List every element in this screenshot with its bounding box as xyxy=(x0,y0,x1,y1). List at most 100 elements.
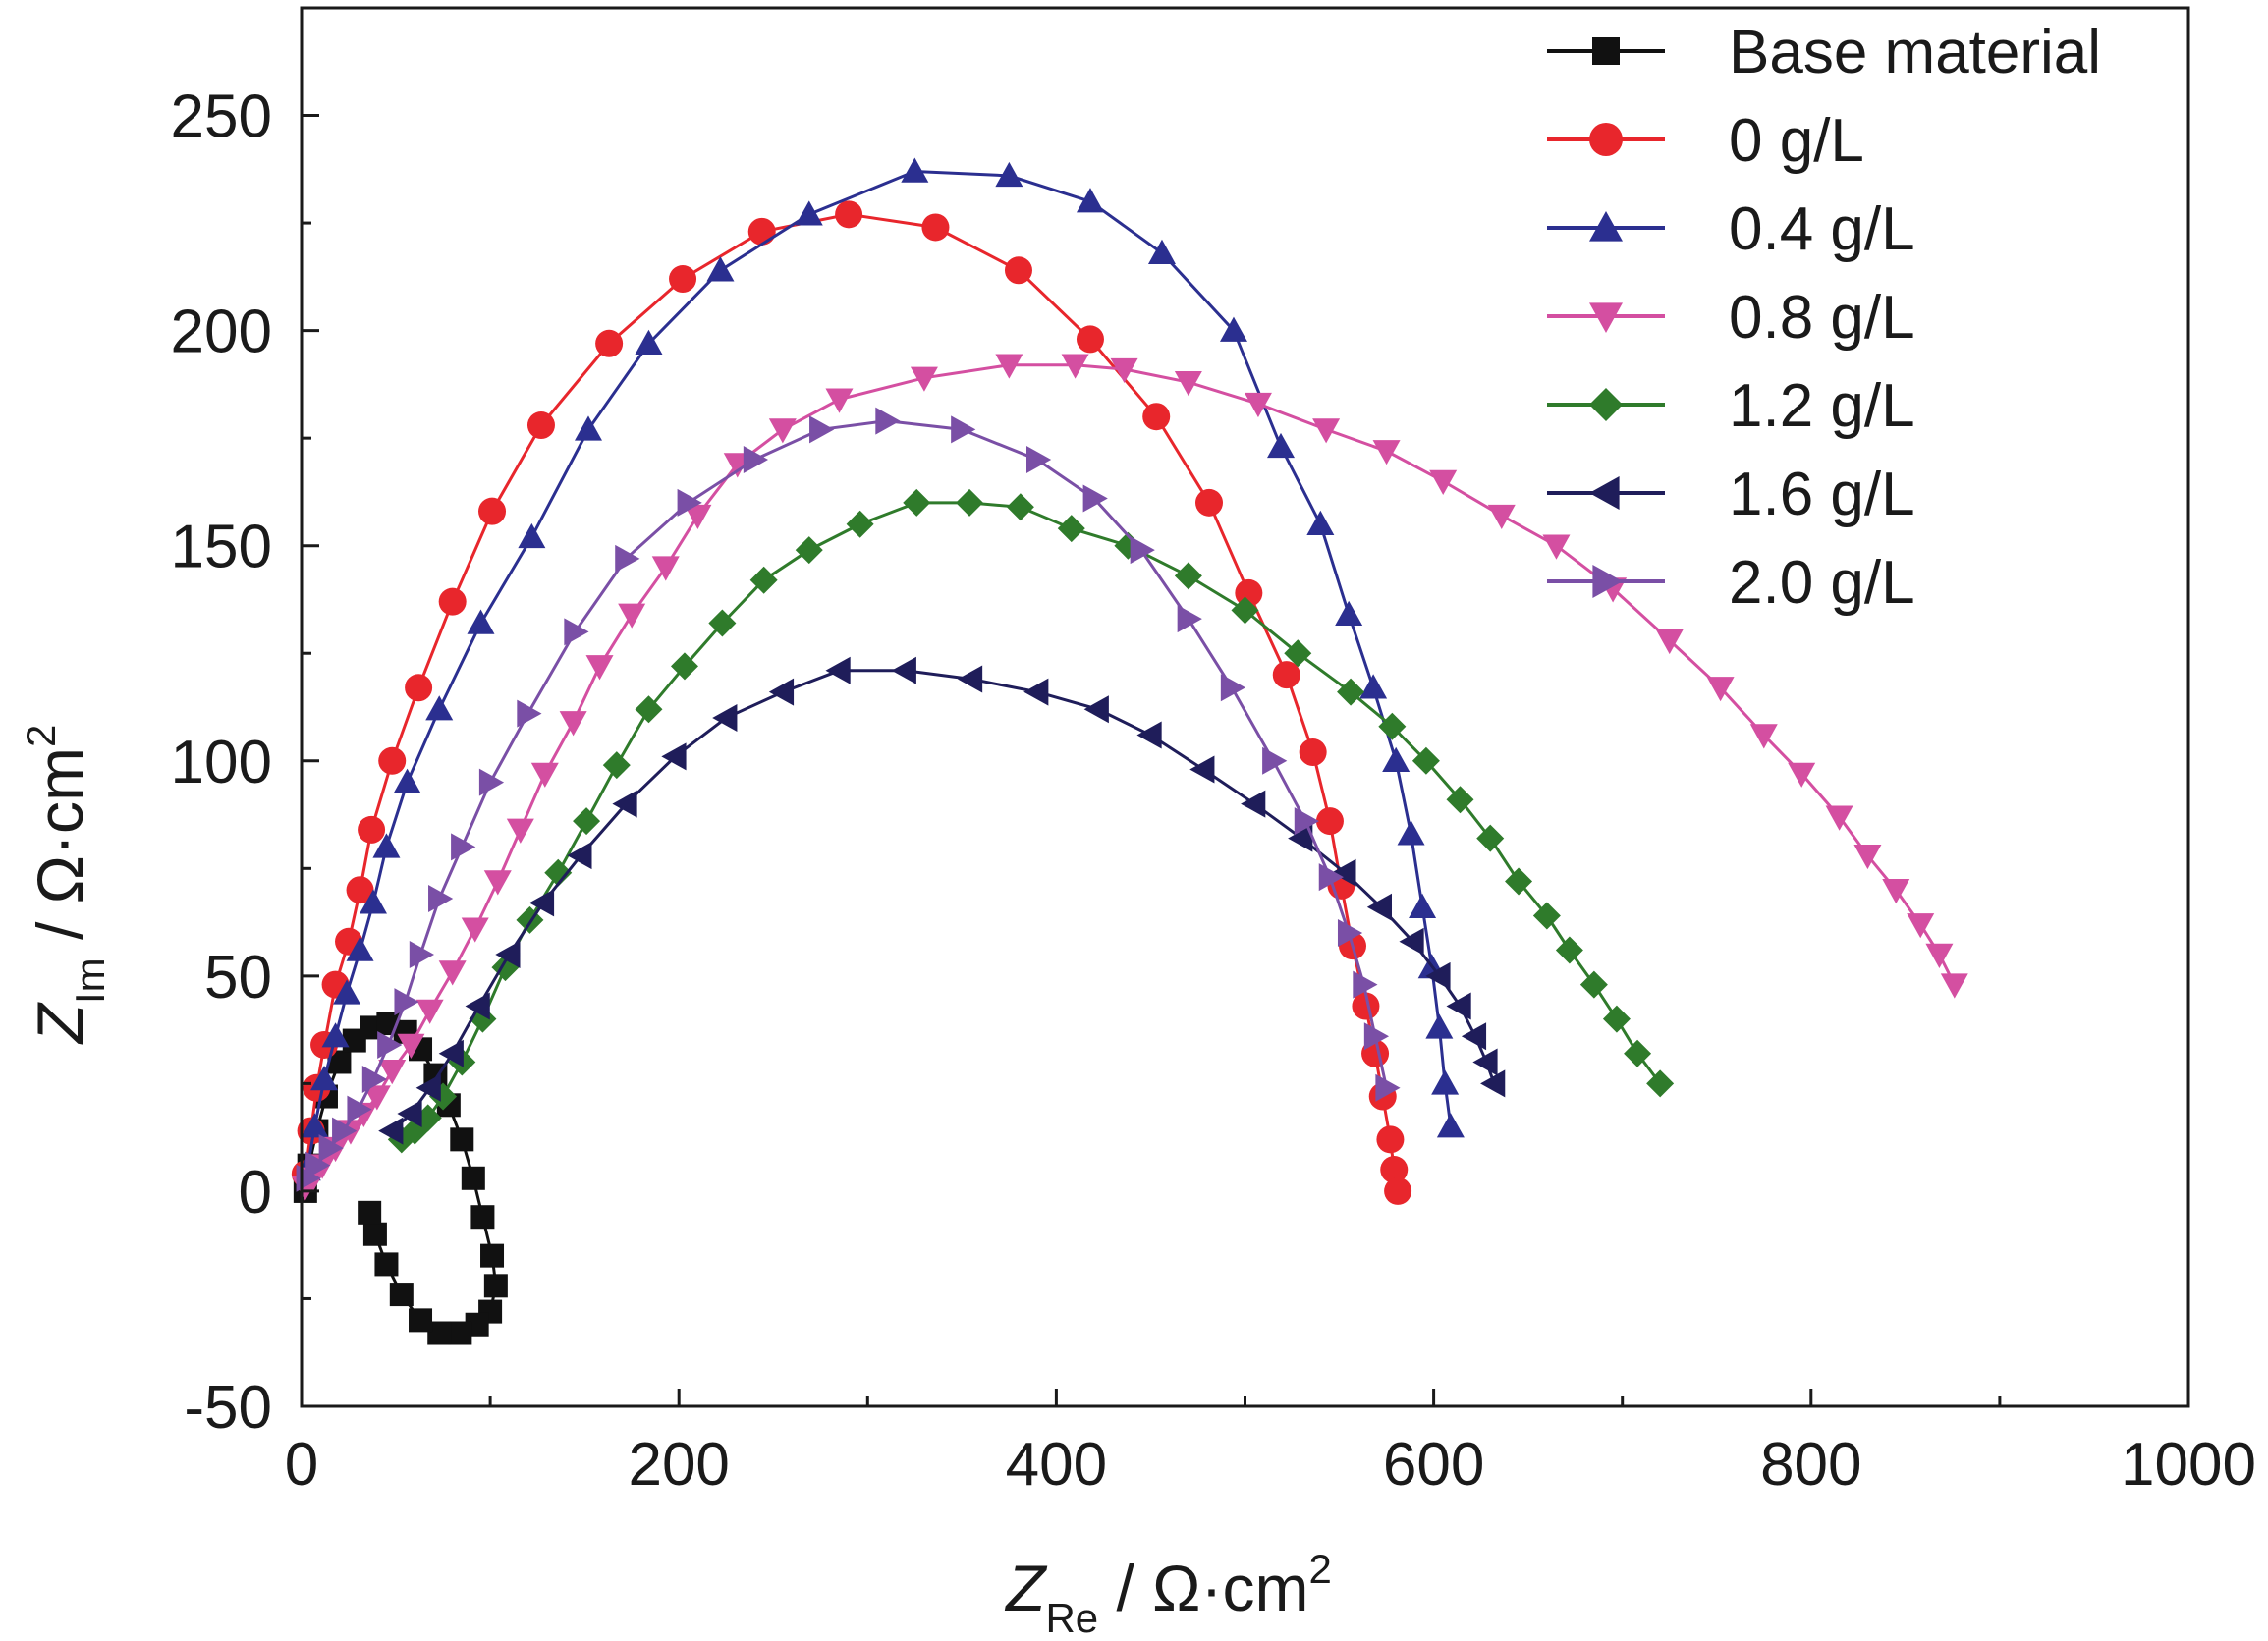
data-point xyxy=(669,265,697,294)
data-point xyxy=(749,566,778,594)
data-point xyxy=(684,504,712,530)
legend-label: 0.8 g/L xyxy=(1729,284,1915,352)
data-point xyxy=(1646,1069,1675,1098)
x-axis-title: ZRe / Ω·cm2 xyxy=(1004,1546,1332,1641)
data-point xyxy=(333,979,361,1005)
data-point xyxy=(1542,534,1571,560)
data-point xyxy=(415,1073,441,1102)
data-point xyxy=(1429,469,1458,495)
data-point xyxy=(559,711,587,737)
legend-marker xyxy=(1592,565,1623,598)
legend-label: 2.0 g/L xyxy=(1729,549,1915,617)
data-point xyxy=(1177,605,1202,633)
data-point xyxy=(1825,805,1853,831)
data-point xyxy=(706,256,735,282)
data-point xyxy=(1940,973,1968,999)
data-point xyxy=(1397,820,1425,846)
data-point xyxy=(1425,1013,1454,1039)
data-point xyxy=(1057,515,1085,543)
data-point xyxy=(517,699,542,728)
series-6 xyxy=(296,407,1401,1192)
data-point xyxy=(1241,790,1266,818)
data-point xyxy=(956,488,984,517)
data-point xyxy=(1384,1176,1412,1205)
data-point xyxy=(1399,927,1424,956)
data-point xyxy=(438,587,467,616)
data-point xyxy=(1262,746,1288,775)
data-point xyxy=(495,940,521,968)
data-point xyxy=(1174,370,1202,397)
data-point xyxy=(574,415,602,441)
data-point xyxy=(305,1151,331,1179)
data-point xyxy=(618,603,646,629)
data-point xyxy=(394,988,419,1016)
data-point xyxy=(378,1117,404,1145)
data-point xyxy=(564,618,589,646)
data-point xyxy=(747,217,776,246)
data-point xyxy=(1195,488,1224,517)
data-point xyxy=(518,522,546,549)
data-point xyxy=(405,674,433,702)
data-point xyxy=(1299,738,1327,767)
data-point xyxy=(1061,354,1089,379)
data-point xyxy=(1706,677,1735,702)
y-axis-unit-superscript: 2 xyxy=(18,725,64,747)
data-point xyxy=(378,1060,407,1085)
data-point xyxy=(743,446,769,474)
data-point xyxy=(825,656,851,684)
data-point xyxy=(1363,1022,1390,1051)
data-point xyxy=(448,1321,472,1345)
x-tick-label: 800 xyxy=(1760,1431,1861,1499)
data-point xyxy=(389,1283,414,1307)
data-point xyxy=(635,329,663,355)
data-point xyxy=(438,1039,464,1067)
series-4 xyxy=(387,488,1675,1154)
data-point xyxy=(528,889,555,917)
legend-marker xyxy=(1592,37,1620,65)
data-point xyxy=(393,768,421,793)
data-point xyxy=(1555,936,1583,964)
data-point xyxy=(795,200,823,226)
data-point xyxy=(530,762,559,788)
data-point xyxy=(378,746,407,775)
data-point xyxy=(1749,724,1778,749)
data-point xyxy=(1425,961,1451,990)
data-point xyxy=(1337,919,1363,948)
data-point xyxy=(1335,600,1363,626)
data-point xyxy=(1411,746,1440,775)
data-point xyxy=(809,415,835,444)
data-point xyxy=(1174,562,1202,590)
data-point xyxy=(1076,325,1104,354)
plot-area xyxy=(291,157,1968,1345)
data-point xyxy=(1147,239,1176,264)
data-point xyxy=(409,940,435,968)
legend-marker xyxy=(1589,302,1623,333)
data-point xyxy=(358,815,386,844)
data-point xyxy=(1472,1048,1498,1076)
data-point xyxy=(1006,493,1034,521)
legend-marker xyxy=(1589,211,1623,242)
data-point xyxy=(1480,1069,1506,1098)
data-point xyxy=(361,1066,387,1094)
data-point xyxy=(362,1222,387,1246)
data-point xyxy=(951,415,976,444)
data-point xyxy=(1624,1039,1652,1067)
data-point xyxy=(1788,762,1816,788)
series-5 xyxy=(378,656,1506,1145)
data-point xyxy=(1602,1005,1631,1033)
data-point xyxy=(483,870,512,896)
x-tick-label: 1000 xyxy=(2121,1431,2256,1499)
x-tick-label: 400 xyxy=(1006,1431,1107,1499)
x-axis-unit: / Ω·cm xyxy=(1098,1552,1308,1624)
data-point xyxy=(428,884,454,912)
data-point xyxy=(677,488,702,517)
y-tick-label: 50 xyxy=(204,944,272,1012)
data-point xyxy=(358,1200,382,1225)
data-point xyxy=(1353,970,1378,999)
data-point xyxy=(670,652,698,681)
y-tick-label: 0 xyxy=(239,1159,272,1227)
series-3 xyxy=(291,354,1968,1201)
data-point xyxy=(301,1113,329,1138)
data-point xyxy=(957,665,983,693)
